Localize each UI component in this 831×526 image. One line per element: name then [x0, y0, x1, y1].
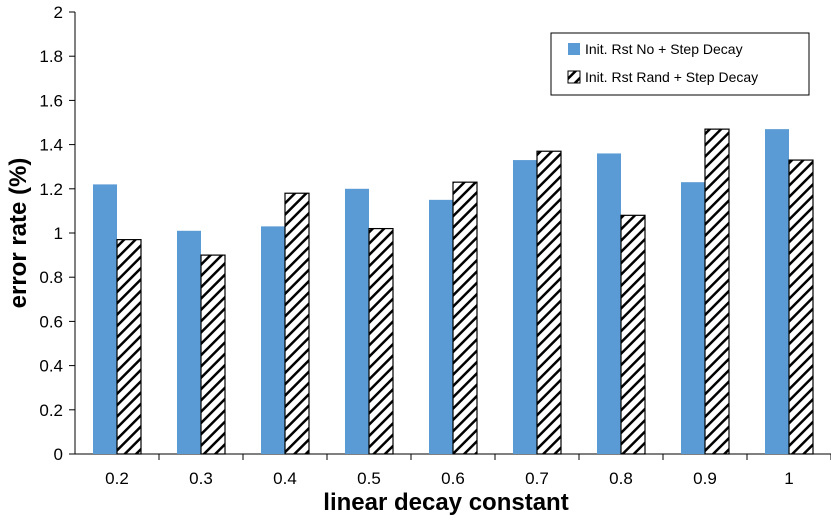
legend-label-init-rst-no: Init. Rst No + Step Decay	[585, 41, 743, 57]
bar-init-rst-rand	[368, 227, 394, 455]
x-tick-label: 0.8	[609, 469, 633, 488]
y-tick-label: 0.4	[39, 357, 63, 376]
x-tick-label: 1	[784, 469, 793, 488]
legend-label-init-rst-rand: Init. Rst Rand + Step Decay	[585, 69, 758, 85]
y-tick-label: 2	[54, 3, 63, 22]
y-tick-label: 0.8	[39, 268, 63, 287]
y-tick-label: 1	[54, 224, 63, 243]
y-axis-title: error rate (%)	[5, 158, 32, 309]
y-tick-label: 0.6	[39, 312, 63, 331]
bar-init-rst-rand	[704, 128, 730, 455]
x-tick-label: 0.2	[105, 469, 129, 488]
x-tick-label: 0.9	[693, 469, 717, 488]
legend-box	[550, 32, 810, 96]
bar-init-rst-no	[345, 188, 369, 455]
x-tick-label: 0.7	[525, 469, 549, 488]
bar-init-rst-no	[429, 199, 453, 454]
bar-init-rst-no	[681, 182, 705, 455]
bar-init-rst-no	[177, 230, 201, 454]
y-tick-label: 1.2	[39, 180, 63, 199]
bar-init-rst-no	[261, 226, 285, 454]
x-tick-label: 0.4	[273, 469, 297, 488]
legend-swatch-init-rst-no	[568, 43, 580, 55]
bar-init-rst-rand	[452, 181, 478, 455]
y-tick-label: 0.2	[39, 401, 63, 420]
bar-init-rst-no	[765, 129, 789, 454]
bar-init-rst-rand	[200, 254, 226, 455]
y-tick-label: 1.6	[39, 91, 63, 110]
x-tick-label: 0.3	[189, 469, 213, 488]
x-tick-label: 0.6	[441, 469, 465, 488]
x-axis-title: linear decay constant	[323, 489, 568, 516]
bar-init-rst-rand	[620, 214, 646, 455]
bar-init-rst-rand	[284, 192, 310, 455]
bar-init-rst-rand	[536, 150, 562, 455]
legend-swatch-init-rst-rand	[567, 70, 581, 84]
y-tick-label: 0	[54, 445, 63, 464]
bar-init-rst-no	[597, 153, 621, 454]
x-tick-label: 0.5	[357, 469, 381, 488]
y-tick-label: 1.8	[39, 47, 63, 66]
bar-init-rst-rand	[788, 159, 814, 455]
bar-init-rst-rand	[116, 239, 142, 455]
bar-init-rst-no	[93, 184, 117, 454]
bar-init-rst-no	[513, 160, 537, 454]
y-tick-label: 1.4	[39, 136, 63, 155]
